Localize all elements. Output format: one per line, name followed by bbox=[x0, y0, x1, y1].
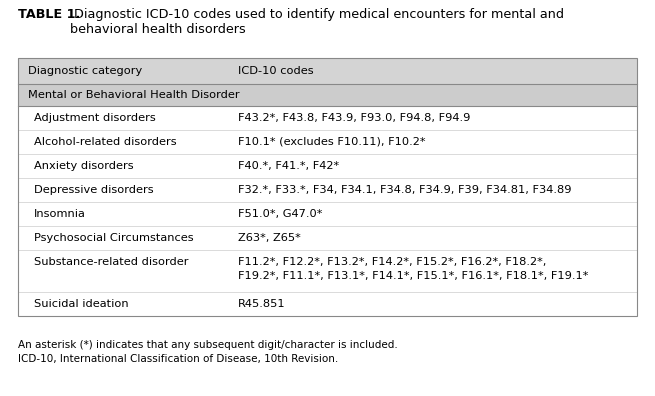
Text: Suicidal ideation: Suicidal ideation bbox=[34, 299, 128, 309]
Text: F10.1* (excludes F10.11), F10.2*: F10.1* (excludes F10.11), F10.2* bbox=[238, 137, 426, 147]
Text: Diagnostic category: Diagnostic category bbox=[28, 66, 142, 76]
Text: Anxiety disorders: Anxiety disorders bbox=[34, 161, 134, 171]
Bar bbox=[18, 58, 637, 316]
Text: ICD-10, International Classification of Disease, 10th Revision.: ICD-10, International Classification of … bbox=[18, 354, 338, 364]
Text: F40.*, F41.*, F42*: F40.*, F41.*, F42* bbox=[238, 161, 339, 171]
Text: Diagnostic ICD-10 codes used to identify medical encounters for mental and
behav: Diagnostic ICD-10 codes used to identify… bbox=[70, 8, 564, 36]
Text: Mental or Behavioral Health Disorder: Mental or Behavioral Health Disorder bbox=[28, 90, 240, 100]
Text: Adjustment disorders: Adjustment disorders bbox=[34, 113, 156, 123]
Text: ICD-10 codes: ICD-10 codes bbox=[238, 66, 314, 76]
Text: F19.2*, F11.1*, F13.1*, F14.1*, F15.1*, F16.1*, F18.1*, F19.1*: F19.2*, F11.1*, F13.1*, F14.1*, F15.1*, … bbox=[238, 271, 588, 281]
Text: Alcohol-related disorders: Alcohol-related disorders bbox=[34, 137, 177, 147]
Text: R45.851: R45.851 bbox=[238, 299, 286, 309]
Text: Z63*, Z65*: Z63*, Z65* bbox=[238, 233, 301, 243]
Text: Psychosocial Circumstances: Psychosocial Circumstances bbox=[34, 233, 194, 243]
Text: Depressive disorders: Depressive disorders bbox=[34, 185, 154, 195]
Text: F32.*, F33.*, F34, F34.1, F34.8, F34.9, F39, F34.81, F34.89: F32.*, F33.*, F34, F34.1, F34.8, F34.9, … bbox=[238, 185, 572, 195]
Text: F51.0*, G47.0*: F51.0*, G47.0* bbox=[238, 209, 322, 219]
Text: F43.2*, F43.8, F43.9, F93.0, F94.8, F94.9: F43.2*, F43.8, F43.9, F93.0, F94.8, F94.… bbox=[238, 113, 470, 123]
Text: TABLE 1.: TABLE 1. bbox=[18, 8, 81, 21]
Text: Substance-related disorder: Substance-related disorder bbox=[34, 257, 189, 267]
Text: An asterisk (*) indicates that any subsequent digit/character is included.: An asterisk (*) indicates that any subse… bbox=[18, 340, 398, 350]
Bar bbox=[18, 84, 637, 106]
Text: F11.2*, F12.2*, F13.2*, F14.2*, F15.2*, F16.2*, F18.2*,: F11.2*, F12.2*, F13.2*, F14.2*, F15.2*, … bbox=[238, 257, 546, 267]
Bar bbox=[18, 58, 637, 84]
Text: Insomnia: Insomnia bbox=[34, 209, 86, 219]
